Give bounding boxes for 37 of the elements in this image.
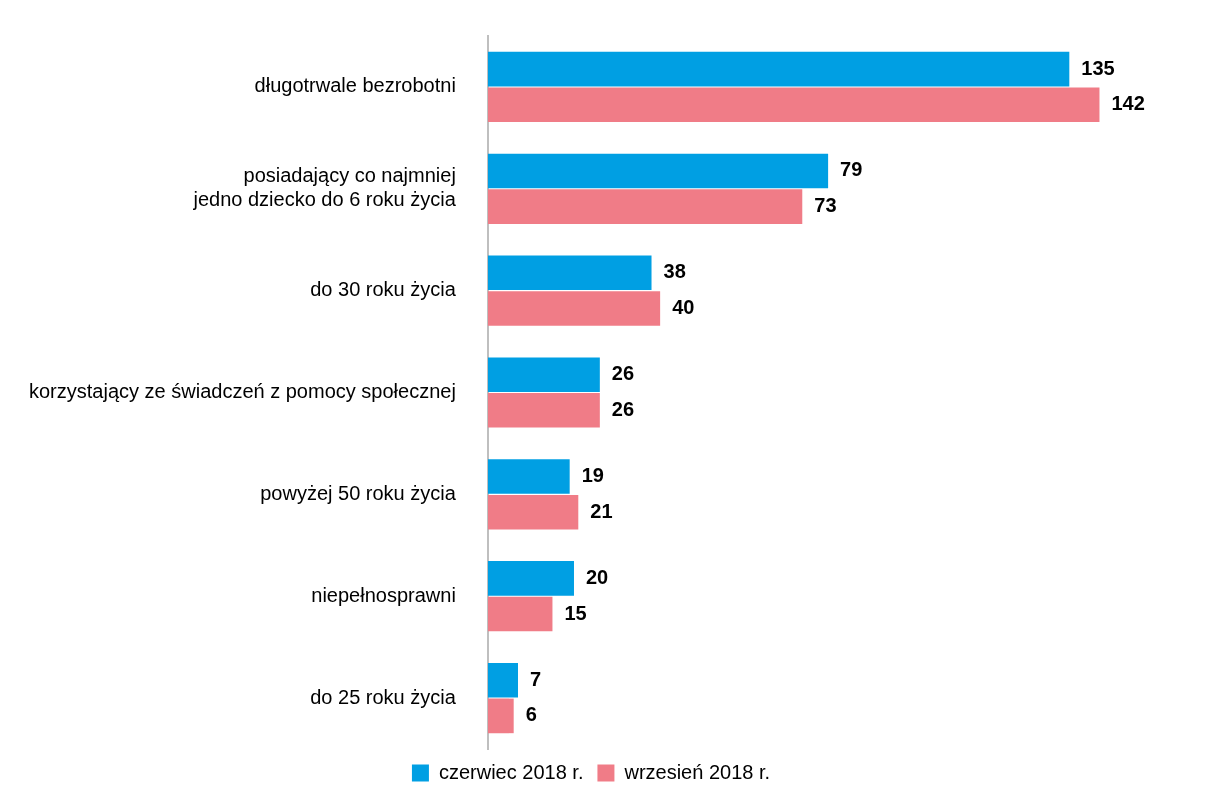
- y-tick-label: korzystający ze świadczeń z pomocy społecznej: [28, 380, 456, 403]
- data-label: 21: [590, 499, 613, 522]
- bar: [487, 698, 514, 734]
- data-label: 135: [1081, 56, 1115, 79]
- data-label: 26: [611, 362, 635, 385]
- bar: [487, 662, 518, 698]
- bar: [487, 153, 829, 189]
- bar: [487, 87, 1100, 123]
- data-label: 7: [530, 667, 542, 690]
- bar: [487, 189, 803, 224]
- data-label: 142: [1111, 92, 1145, 115]
- bar: [487, 459, 570, 494]
- data-label: 26: [611, 397, 635, 420]
- y-tick-label: niepełnosprawni: [311, 583, 456, 606]
- data-label: 6: [525, 703, 537, 726]
- bar: [487, 291, 661, 326]
- data-label: 73: [814, 194, 837, 217]
- y-tick-label: powyżej 50 roku życia: [260, 481, 457, 504]
- y-tick-label: długotrwale bezrobotni: [254, 74, 456, 97]
- legend-label: wrzesień 2018 r.: [623, 760, 771, 783]
- data-label: 20: [585, 565, 609, 588]
- bar: [487, 494, 579, 530]
- bar: [487, 596, 553, 632]
- data-label: 79: [840, 158, 863, 181]
- data-label: 15: [564, 601, 587, 624]
- bar: [487, 561, 574, 596]
- bar: [487, 255, 652, 291]
- y-tick-label: do 30 roku życia: [310, 278, 457, 301]
- data-label: 38: [663, 260, 686, 283]
- bar: [487, 51, 1070, 87]
- y-tick-label: posiadający co najmniej jedno dziecko do 6 roku życia: [192, 164, 457, 211]
- data-label: 40: [672, 295, 695, 318]
- legend-label: czerwiec 2018 r.: [438, 760, 584, 783]
- y-tick-label: do 25 roku życia: [310, 685, 457, 708]
- bar: [487, 393, 600, 428]
- bar: [487, 357, 600, 392]
- data-label: 19: [581, 464, 604, 487]
